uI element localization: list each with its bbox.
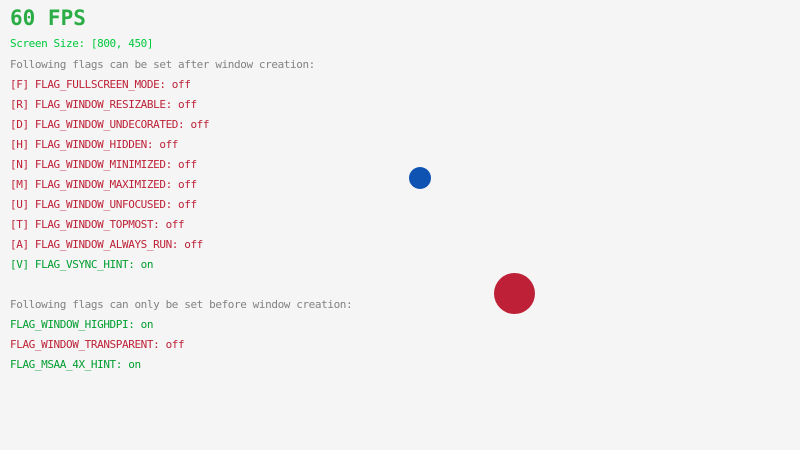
flag-msaa-4x-hint: FLAG_MSAA_4X_HINT: on [10, 358, 141, 371]
flag-window-unfocused: [U] FLAG_WINDOW_UNFOCUSED: off [10, 198, 197, 211]
flag-window-transparent: FLAG_WINDOW_TRANSPARENT: off [10, 338, 185, 351]
flag-window-always-run: [A] FLAG_WINDOW_ALWAYS_RUN: off [10, 238, 203, 251]
screen-size-label: Screen Size: [800, 450] [10, 37, 154, 50]
section-heading-before-creation: Following flags can only be set before w… [10, 298, 353, 311]
fps-counter: 60 FPS [10, 6, 86, 30]
flag-window-maximized: [M] FLAG_WINDOW_MAXIMIZED: off [10, 178, 197, 191]
flag-window-hidden: [H] FLAG_WINDOW_HIDDEN: off [10, 138, 179, 151]
flag-window-topmost: [T] FLAG_WINDOW_TOPMOST: off [10, 218, 185, 231]
flag-window-highdpi: FLAG_WINDOW_HIGHDPI: on [10, 318, 154, 331]
flag-fullscreen-mode: [F] FLAG_FULLSCREEN_MODE: off [10, 78, 191, 91]
blue-ball [409, 167, 431, 189]
red-ball [493, 272, 535, 314]
flag-window-minimized: [N] FLAG_WINDOW_MINIMIZED: off [10, 158, 197, 171]
flag-window-resizable: [R] FLAG_WINDOW_RESIZABLE: off [10, 98, 197, 111]
section-heading-after-creation: Following flags can be set after window … [10, 58, 315, 71]
flag-vsync-hint: [V] FLAG_VSYNC_HINT: on [10, 258, 154, 271]
flag-window-undecorated: [D] FLAG_WINDOW_UNDECORATED: off [10, 118, 210, 131]
